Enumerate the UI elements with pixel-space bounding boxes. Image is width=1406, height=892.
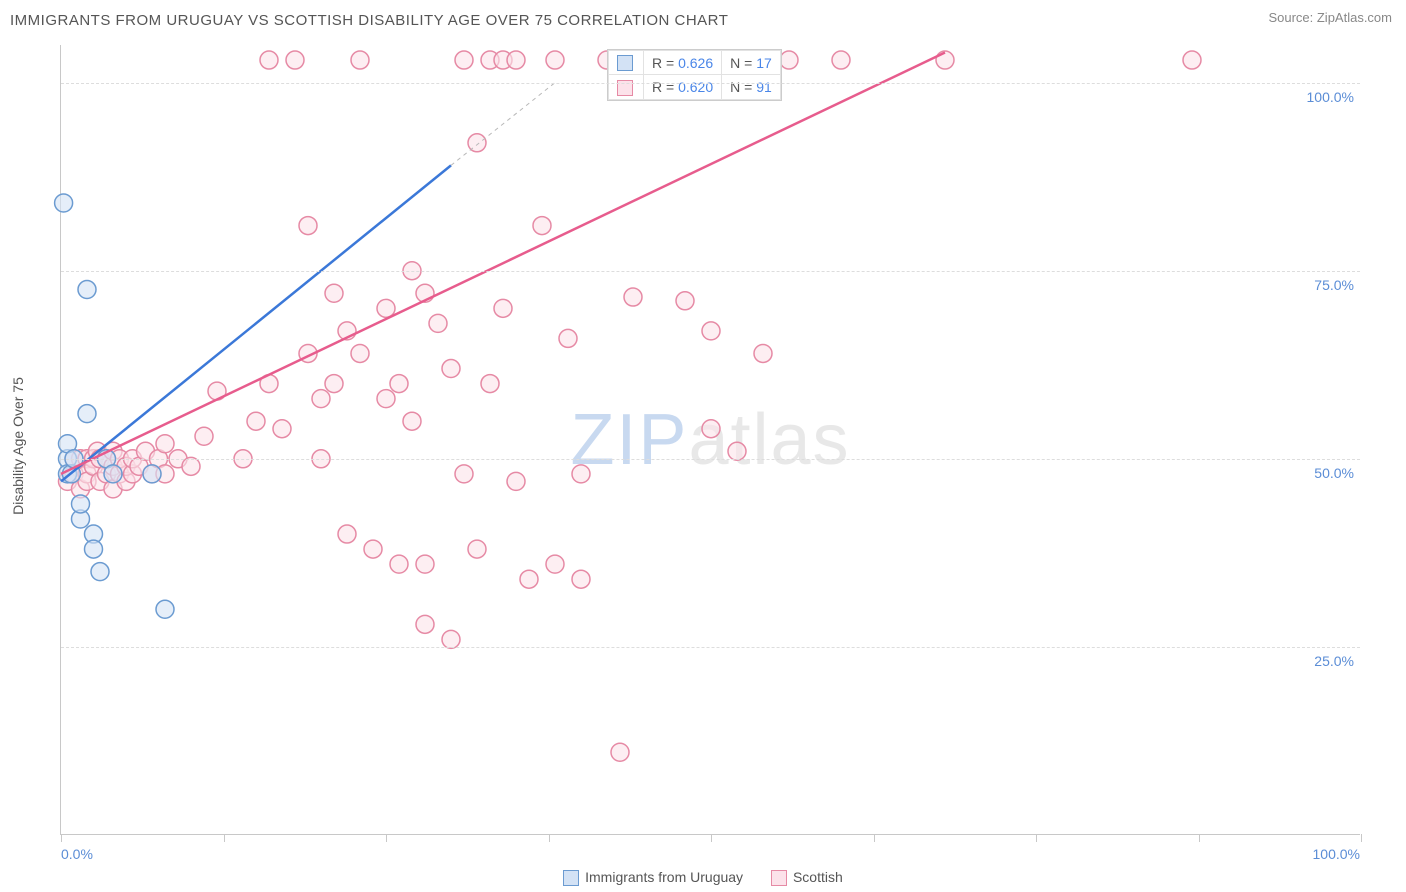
scatter-point-series2: [559, 329, 577, 347]
chart-title: IMMIGRANTS FROM URUGUAY VS SCOTTISH DISA…: [10, 12, 728, 29]
scatter-point-series2: [377, 390, 395, 408]
scatter-point-series2: [546, 555, 564, 573]
legend-n: N = 91: [722, 75, 781, 99]
y-axis-label: Disability Age Over 75: [10, 377, 26, 515]
trendline-series1-extension: [451, 83, 555, 166]
gridline: [61, 647, 1360, 648]
legend-stats: R = 0.626N = 17R = 0.620N = 91: [607, 49, 782, 101]
scatter-point-series2: [702, 420, 720, 438]
scatter-point-series2: [468, 540, 486, 558]
scatter-point-series2: [520, 570, 538, 588]
scatter-point-series1: [78, 405, 96, 423]
scatter-point-series2: [572, 570, 590, 588]
gridline: [61, 83, 1360, 84]
scatter-point-series1: [78, 281, 96, 299]
scatter-point-series2: [416, 555, 434, 573]
y-tick-label: 100.0%: [1307, 89, 1354, 105]
scatter-point-series1: [104, 465, 122, 483]
legend-swatch: [609, 75, 644, 99]
scatter-point-series2: [416, 615, 434, 633]
scatter-point-series2: [338, 525, 356, 543]
x-tick: [549, 834, 550, 842]
legend-n: N = 17: [722, 51, 781, 75]
scatter-point-series2: [572, 465, 590, 483]
trendline-series2: [61, 53, 945, 474]
scatter-point-series2: [494, 299, 512, 317]
scatter-point-series1: [91, 563, 109, 581]
x-tick: [1361, 834, 1362, 842]
scatter-point-series2: [351, 344, 369, 362]
scatter-point-series2: [1183, 51, 1201, 69]
scatter-point-series2: [624, 288, 642, 306]
scatter-point-series2: [429, 314, 447, 332]
scatter-point-series2: [455, 465, 473, 483]
scatter-point-series2: [507, 472, 525, 490]
legend-swatch: [609, 51, 644, 75]
scatter-point-series1: [55, 194, 73, 212]
scatter-point-series2: [273, 420, 291, 438]
scatter-point-series2: [533, 217, 551, 235]
trendline-series1: [61, 165, 451, 481]
scatter-point-series2: [455, 51, 473, 69]
x-tick-label: 100.0%: [1313, 846, 1360, 862]
scatter-point-series2: [390, 375, 408, 393]
scatter-point-series2: [832, 51, 850, 69]
y-tick-label: 50.0%: [1314, 465, 1354, 481]
legend-swatch: [771, 870, 787, 886]
plot-area: ZIPatlas R = 0.626N = 17R = 0.620N = 91 …: [60, 45, 1360, 835]
scatter-point-series2: [403, 412, 421, 430]
chart-svg: [61, 45, 1360, 834]
scatter-point-series2: [676, 292, 694, 310]
x-tick: [874, 834, 875, 842]
scatter-point-series2: [299, 217, 317, 235]
scatter-point-series2: [546, 51, 564, 69]
scatter-point-series2: [728, 442, 746, 460]
source-attribution: Source: ZipAtlas.com: [1268, 10, 1392, 25]
legend-swatch: [563, 870, 579, 886]
scatter-point-series2: [260, 51, 278, 69]
scatter-point-series2: [351, 51, 369, 69]
scatter-point-series2: [195, 427, 213, 445]
scatter-point-series2: [364, 540, 382, 558]
legend-r: R = 0.626: [644, 51, 722, 75]
scatter-point-series2: [481, 375, 499, 393]
x-tick: [1199, 834, 1200, 842]
x-tick: [224, 834, 225, 842]
scatter-point-series2: [156, 435, 174, 453]
scatter-point-series2: [507, 51, 525, 69]
scatter-point-series2: [325, 375, 343, 393]
y-tick-label: 75.0%: [1314, 277, 1354, 293]
scatter-point-series2: [325, 284, 343, 302]
legend-item: Scottish: [771, 869, 843, 886]
legend-r: R = 0.620: [644, 75, 722, 99]
scatter-point-series1: [72, 495, 90, 513]
scatter-point-series2: [611, 743, 629, 761]
x-tick: [61, 834, 62, 842]
legend-item: Immigrants from Uruguay: [563, 869, 743, 886]
scatter-point-series2: [780, 51, 798, 69]
legend-bottom: Immigrants from Uruguay Scottish: [0, 869, 1406, 886]
x-tick: [386, 834, 387, 842]
gridline: [61, 459, 1360, 460]
gridline: [61, 271, 1360, 272]
scatter-point-series2: [286, 51, 304, 69]
scatter-point-series2: [702, 322, 720, 340]
scatter-point-series2: [442, 360, 460, 378]
scatter-point-series2: [390, 555, 408, 573]
scatter-point-series2: [182, 457, 200, 475]
scatter-point-series2: [442, 630, 460, 648]
scatter-point-series2: [312, 390, 330, 408]
scatter-point-series2: [247, 412, 265, 430]
x-tick-label: 0.0%: [61, 846, 93, 862]
y-tick-label: 25.0%: [1314, 653, 1354, 669]
scatter-point-series2: [754, 344, 772, 362]
x-tick: [711, 834, 712, 842]
scatter-point-series1: [143, 465, 161, 483]
scatter-point-series1: [156, 600, 174, 618]
scatter-point-series1: [85, 540, 103, 558]
x-tick: [1036, 834, 1037, 842]
